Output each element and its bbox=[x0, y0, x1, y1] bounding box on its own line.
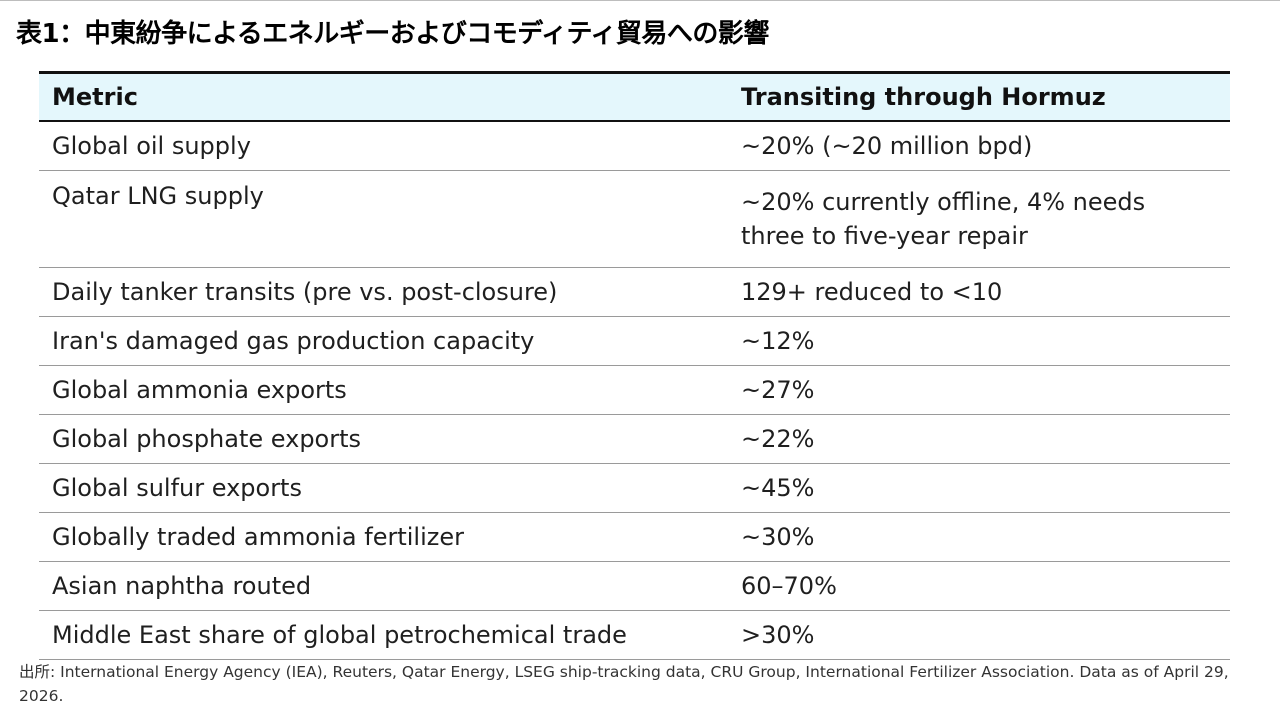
top-divider bbox=[0, 0, 1280, 1]
value-cell: ~22% bbox=[728, 414, 1230, 464]
table-row: Globally traded ammonia fertilizer ~30% bbox=[39, 512, 1230, 562]
value-cell: ~20% (~20 million bpd) bbox=[728, 121, 1230, 171]
table-row: Global phosphate exports ~22% bbox=[39, 414, 1230, 464]
table-row: Qatar LNG supply ~20% currently offline,… bbox=[39, 170, 1230, 268]
metric-cell: Global oil supply bbox=[39, 121, 728, 171]
value-cell: ~12% bbox=[728, 316, 1230, 366]
metric-cell: Qatar LNG supply bbox=[39, 170, 728, 268]
metric-cell: Daily tanker transits (pre vs. post-clos… bbox=[39, 267, 728, 317]
column-header-metric: Metric bbox=[39, 74, 728, 122]
metric-cell: Iran's damaged gas production capacity bbox=[39, 316, 728, 366]
value-cell: 129+ reduced to <10 bbox=[728, 267, 1230, 317]
table-header-row: Metric Transiting through Hormuz bbox=[39, 74, 1230, 122]
value-cell: ~30% bbox=[728, 512, 1230, 562]
table-row: Asian naphtha routed 60–70% bbox=[39, 561, 1230, 611]
value-cell: 60–70% bbox=[728, 561, 1230, 611]
column-header-hormuz: Transiting through Hormuz bbox=[728, 74, 1230, 122]
table-row: Iran's damaged gas production capacity ~… bbox=[39, 316, 1230, 366]
metric-cell: Asian naphtha routed bbox=[39, 561, 728, 611]
table-row: Middle East share of global petrochemica… bbox=[39, 610, 1230, 660]
table-top-rule bbox=[39, 71, 1230, 74]
table-row: Global ammonia exports ~27% bbox=[39, 365, 1230, 415]
page-title: 表1：中東紛争によるエネルギーおよびコモディティ貿易への影響 bbox=[16, 19, 769, 49]
value-cell: >30% bbox=[728, 610, 1230, 660]
table-row: Global sulfur exports ~45% bbox=[39, 463, 1230, 513]
table-row: Global oil supply ~20% (~20 million bpd) bbox=[39, 121, 1230, 171]
metric-cell: Global ammonia exports bbox=[39, 365, 728, 415]
metric-cell: Middle East share of global petrochemica… bbox=[39, 610, 728, 660]
metric-cell: Global sulfur exports bbox=[39, 463, 728, 513]
metric-cell: Global phosphate exports bbox=[39, 414, 728, 464]
value-cell: ~20% currently offline, 4% needs three t… bbox=[728, 170, 1230, 268]
metric-cell: Globally traded ammonia fertilizer bbox=[39, 512, 728, 562]
impact-table: Metric Transiting through Hormuz Global … bbox=[39, 74, 1230, 660]
value-cell: ~27% bbox=[728, 365, 1230, 415]
impact-table-container: Metric Transiting through Hormuz Global … bbox=[39, 71, 1230, 660]
source-note: 出所: International Energy Agency (IEA), R… bbox=[19, 663, 1229, 705]
value-cell: ~45% bbox=[728, 463, 1230, 513]
table-row: Daily tanker transits (pre vs. post-clos… bbox=[39, 267, 1230, 317]
